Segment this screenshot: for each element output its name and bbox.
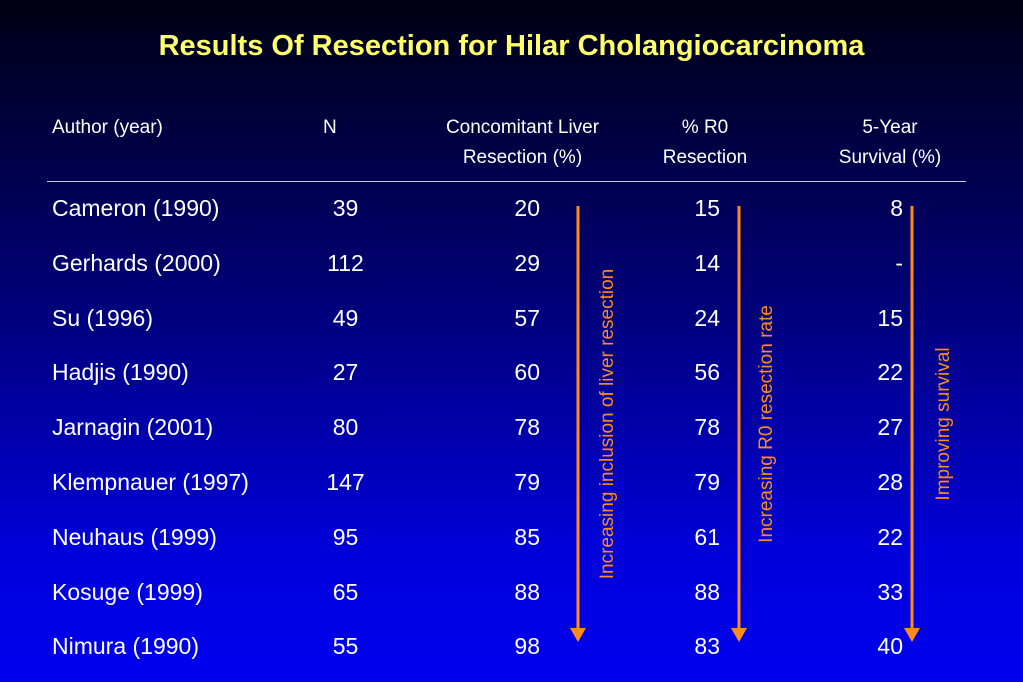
header-n: N (323, 117, 337, 138)
cell-n: 49 (332, 304, 359, 331)
header-survival-line1: 5-Year (862, 117, 918, 138)
cell-author: Cameron (1990) (52, 195, 220, 221)
cell-survival: 27 (877, 414, 903, 441)
cell-liver: 85 (514, 523, 540, 550)
cell-n: 55 (332, 633, 359, 660)
cell-author: Gerhards (2000) (52, 249, 221, 276)
header-liver-line2: Resection (%) (462, 147, 583, 168)
liver-trend-arrow (570, 206, 586, 642)
page-title: Results Of Resection for Hilar Cholangio… (158, 30, 865, 62)
cell-r0: 78 (694, 414, 720, 441)
cell-survival: 40 (877, 633, 903, 660)
cell-liver: 88 (514, 578, 540, 605)
cell-n: 80 (332, 414, 359, 441)
cell-n: 65 (332, 578, 359, 605)
cell-liver: 29 (514, 249, 540, 276)
cell-n: 95 (332, 523, 359, 550)
header-liver-line1: Concomitant Liver (445, 117, 600, 138)
cell-liver: 98 (514, 633, 540, 660)
cell-r0: 24 (694, 304, 720, 331)
cell-author: Neuhaus (1999) (52, 523, 217, 550)
header-liver-resection: Concomitant Liver Resection (%) (405, 113, 640, 173)
cell-author: Su (1996) (52, 304, 154, 331)
r0-trend-arrow (731, 206, 747, 642)
cell-r0: 79 (694, 469, 720, 495)
cell-r0: 14 (694, 249, 720, 276)
cell-r0: 15 (694, 195, 720, 221)
cell-author: Kosuge (1999) (52, 578, 203, 605)
header-divider (47, 181, 966, 182)
cell-survival: 22 (877, 359, 903, 386)
cell-survival: 28 (877, 469, 903, 495)
header-r0-resection: % R0 Resection (640, 113, 770, 173)
cell-survival: 15 (877, 304, 903, 331)
cell-survival: 8 (890, 195, 903, 221)
cell-author: Hadjis (1990) (52, 359, 189, 386)
cell-author: Nimura (1990) (52, 633, 199, 660)
cell-author: Klempnauer (1997) (52, 469, 249, 495)
cell-r0: 61 (694, 523, 720, 550)
cell-liver: 60 (514, 359, 540, 386)
cell-r0: 56 (694, 359, 720, 386)
cell-survival: 22 (877, 523, 903, 550)
cell-author: Jarnagin (2001) (52, 414, 214, 441)
header-r0-line2: Resection (662, 147, 748, 168)
cell-n: 147 (326, 469, 365, 495)
cell-survival: - (895, 249, 903, 276)
cell-liver: 20 (514, 195, 540, 221)
cell-r0: 88 (694, 578, 720, 605)
header-survival: 5-Year Survival (%) (805, 113, 975, 173)
header-author: Author (year) (52, 117, 163, 138)
cell-liver: 79 (514, 469, 540, 495)
cell-survival: 33 (877, 578, 903, 605)
cell-liver: 57 (514, 304, 540, 331)
cell-n: 27 (332, 359, 359, 386)
cell-r0: 83 (694, 633, 720, 660)
header-survival-line2: Survival (%) (838, 147, 942, 168)
survival-trend-arrow (904, 206, 920, 642)
header-r0-line1: % R0 (681, 117, 729, 138)
cell-n: 112 (327, 249, 364, 276)
cell-liver: 78 (514, 414, 540, 441)
cell-n: 39 (332, 195, 359, 221)
